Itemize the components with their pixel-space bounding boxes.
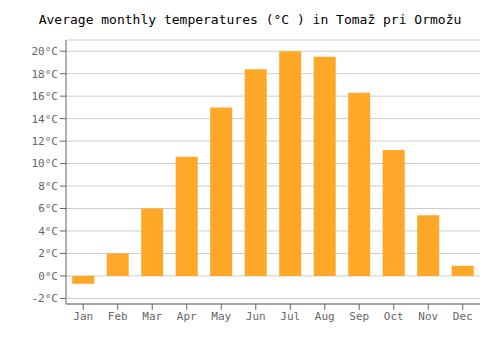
- svg-text:4°C: 4°C: [38, 225, 58, 238]
- svg-text:Oct: Oct: [384, 310, 404, 323]
- svg-text:20°C: 20°C: [32, 45, 59, 58]
- svg-text:Nov: Nov: [418, 310, 438, 323]
- svg-text:2°C: 2°C: [38, 247, 58, 260]
- svg-text:Jun: Jun: [246, 310, 266, 323]
- svg-text:Jan: Jan: [73, 310, 93, 323]
- svg-text:Feb: Feb: [108, 310, 128, 323]
- svg-text:Jul: Jul: [280, 310, 300, 323]
- svg-text:Mar: Mar: [142, 310, 162, 323]
- svg-text:May: May: [211, 310, 231, 323]
- html-text:Average monthly temperatures (: Average monthly temperatures (°C ) in To…: [38, 12, 462, 27]
- svg-text:16°C: 16°C: [32, 90, 59, 103]
- svg-text:Apr: Apr: [177, 310, 197, 323]
- svg-text:Sep: Sep: [349, 310, 369, 323]
- svg-text:10°C: 10°C: [32, 157, 59, 170]
- svg-text:-2°C: -2°C: [32, 292, 59, 305]
- svg-text:Dec: Dec: [453, 310, 473, 323]
- svg-text:18°C: 18°C: [32, 68, 59, 81]
- svg-text:Aug: Aug: [315, 310, 335, 323]
- svg-text:0°C: 0°C: [38, 270, 58, 283]
- svg-text:8°C: 8°C: [38, 180, 58, 193]
- svg-text:14°C: 14°C: [32, 113, 59, 126]
- svg-text:12°C: 12°C: [32, 135, 59, 148]
- svg-text:6°C: 6°C: [38, 202, 58, 215]
